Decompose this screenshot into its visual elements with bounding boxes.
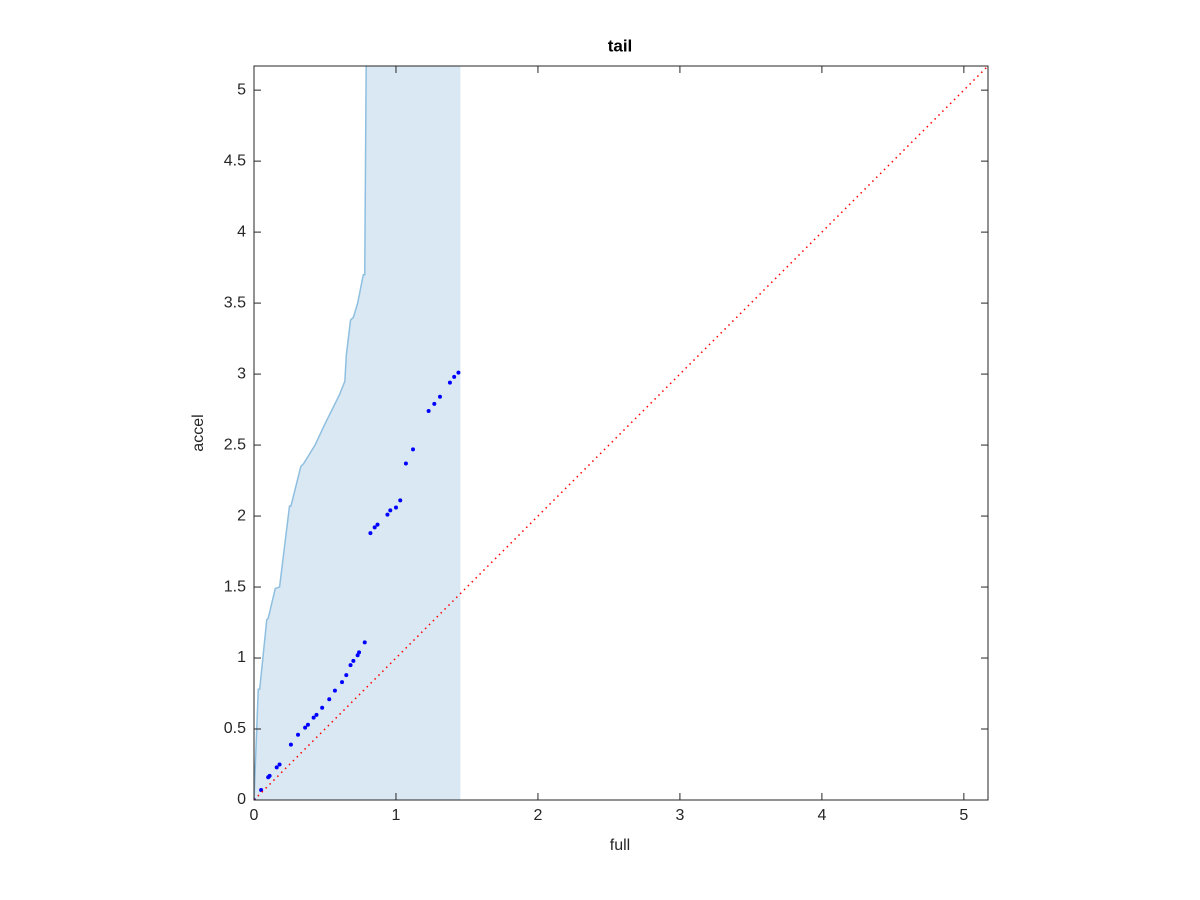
scatter-point xyxy=(267,773,272,778)
scatter-point xyxy=(303,725,308,730)
scatter-point xyxy=(314,712,319,717)
scatter-point xyxy=(296,732,301,737)
x-tick-label: 5 xyxy=(959,807,968,824)
plot-area xyxy=(254,66,988,800)
y-tick-label: 2.5 xyxy=(224,436,246,453)
chart-title: tail xyxy=(608,36,633,55)
scatter-point xyxy=(344,673,349,678)
axes-box xyxy=(253,65,989,801)
y-tick-label: 4.5 xyxy=(224,152,246,169)
scatter-point xyxy=(351,658,356,663)
scatter-point xyxy=(375,522,380,527)
y-axis-label: accel xyxy=(190,414,207,451)
scatter-point xyxy=(320,705,325,710)
x-tick-label: 4 xyxy=(817,807,826,824)
scatter-point xyxy=(274,765,279,770)
scatter-point xyxy=(426,408,431,413)
scatter-point xyxy=(447,380,452,385)
y-tick-label: 3 xyxy=(237,365,246,382)
scatter-point xyxy=(332,688,337,693)
scatter-point xyxy=(411,447,416,452)
scatter-point xyxy=(357,650,362,655)
scatter-point xyxy=(362,640,367,645)
scatter-point xyxy=(456,370,461,375)
y-tick-label: 5 xyxy=(237,81,246,98)
y-tick-label: 2 xyxy=(237,507,246,524)
scatter-point xyxy=(348,663,353,668)
y-tick-label: 1 xyxy=(237,649,246,666)
y-tick-label: 0.5 xyxy=(224,720,246,737)
area-fill xyxy=(254,66,460,800)
x-tick-label: 0 xyxy=(250,807,259,824)
x-tick-label: 2 xyxy=(533,807,542,824)
scatter-point xyxy=(340,680,345,685)
scatter-point xyxy=(305,722,310,727)
scatter-point xyxy=(288,742,293,747)
scatter-point xyxy=(403,461,408,466)
y-tick-label: 1.5 xyxy=(224,578,246,595)
x-axis-label: full xyxy=(610,837,630,854)
scatter-point xyxy=(393,505,398,510)
area-edge xyxy=(254,66,367,800)
scatter-point xyxy=(437,394,442,399)
scatter-point xyxy=(311,715,316,720)
x-tick-label: 1 xyxy=(392,807,401,824)
axes: 0 1 2 3 4 5 0 0.5 1 1.5 2 2.5 3 3.5 4 4.5 5 xyxy=(224,65,989,824)
scatter-point xyxy=(368,531,373,536)
scatter-point xyxy=(398,498,403,503)
x-tick-label: 3 xyxy=(675,807,684,824)
scatter-point xyxy=(327,697,332,702)
scatter-point xyxy=(385,512,390,517)
y-tick-label: 4 xyxy=(237,223,246,240)
y-tick-label: 0 xyxy=(237,791,246,808)
y-tick-label: 3.5 xyxy=(224,294,246,311)
scatter-point xyxy=(277,762,282,767)
scatter-point xyxy=(452,374,457,379)
scatter-point xyxy=(388,508,393,513)
scatter-point xyxy=(372,525,377,530)
scatter-point xyxy=(432,401,437,406)
